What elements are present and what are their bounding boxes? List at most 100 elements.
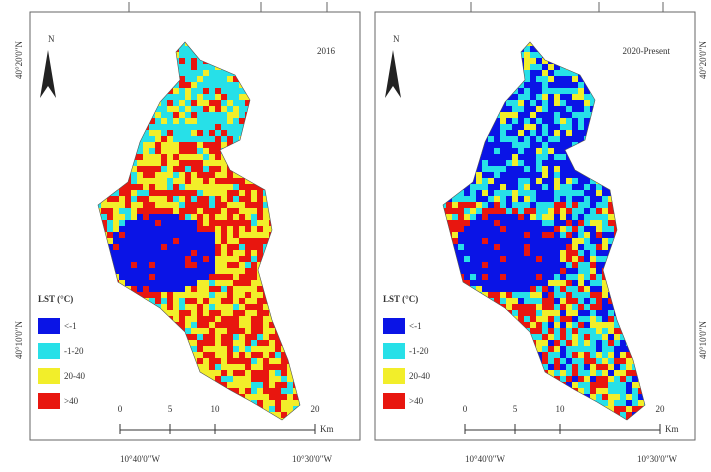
- lst-pixel: [524, 106, 530, 112]
- lst-pixel: [566, 364, 572, 370]
- legend-swatch: [38, 318, 60, 334]
- lst-pixel: [203, 334, 209, 340]
- lst-pixel: [131, 208, 137, 214]
- lst-pixel: [179, 52, 185, 58]
- lst-pixel: [524, 298, 530, 304]
- lst-pixel: [572, 334, 578, 340]
- lst-pixel: [590, 298, 596, 304]
- lst-pixel: [209, 298, 215, 304]
- lst-pixel: [185, 220, 191, 226]
- lst-pixel: [257, 310, 263, 316]
- lst-pixel: [602, 286, 608, 292]
- longitude-label: 10°30'0"W: [637, 454, 677, 464]
- lst-pixel: [518, 202, 524, 208]
- lst-pixel: [536, 220, 542, 226]
- lst-pixel: [275, 388, 281, 394]
- lst-pixel: [245, 346, 251, 352]
- lst-pixel: [530, 178, 536, 184]
- lst-pixel: [548, 262, 554, 268]
- lst-pixel: [536, 304, 542, 310]
- lst-pixel: [167, 130, 173, 136]
- lst-pixel: [257, 226, 263, 232]
- lst-pixel: [530, 208, 536, 214]
- lst-pixel: [203, 124, 209, 130]
- lst-pixel: [245, 214, 251, 220]
- lst-pixel: [155, 268, 161, 274]
- lst-pixel: [197, 346, 203, 352]
- lst-pixel: [167, 244, 173, 250]
- scale-unit: Km: [665, 424, 679, 434]
- panel-label: 2016: [317, 46, 336, 56]
- lst-pixel: [227, 364, 233, 370]
- lst-pixel: [560, 274, 566, 280]
- lst-pixel: [119, 226, 125, 232]
- lst-pixel: [275, 406, 281, 412]
- lst-pixel: [578, 376, 584, 382]
- lst-pixel: [251, 220, 257, 226]
- lst-pixel: [257, 382, 263, 388]
- lst-pixel: [518, 274, 524, 280]
- lst-pixel: [113, 196, 119, 202]
- lst-pixel: [506, 244, 512, 250]
- lst-pixel: [530, 250, 536, 256]
- lst-pixel: [143, 220, 149, 226]
- lst-pixel: [554, 94, 560, 100]
- lst-pixel: [536, 268, 542, 274]
- lst-pixel: [275, 400, 281, 406]
- lst-pixel: [542, 226, 548, 232]
- lst-pixel: [203, 154, 209, 160]
- north-label: N: [48, 34, 55, 44]
- lst-pixel: [572, 370, 578, 376]
- lst-pixel: [251, 226, 257, 232]
- lst-pixel: [197, 70, 203, 76]
- lst-pixel: [512, 154, 518, 160]
- lst-pixel: [482, 208, 488, 214]
- lst-pixel: [173, 196, 179, 202]
- lst-pixel: [233, 220, 239, 226]
- lst-pixel: [191, 226, 197, 232]
- lst-pixel: [602, 358, 608, 364]
- lst-pixel: [203, 136, 209, 142]
- lst-pixel: [251, 298, 257, 304]
- lst-pixel: [518, 178, 524, 184]
- lst-pixel: [626, 376, 632, 382]
- lst-pixel: [608, 382, 614, 388]
- lst-pixel: [608, 310, 614, 316]
- lst-pixel: [572, 226, 578, 232]
- lst-pixel: [578, 328, 584, 334]
- lst-pixel: [518, 118, 524, 124]
- lst-pixel: [233, 178, 239, 184]
- lst-pixel: [191, 118, 197, 124]
- lst-pixel: [233, 94, 239, 100]
- lst-pixel: [233, 334, 239, 340]
- lst-pixel: [245, 292, 251, 298]
- lst-pixel: [251, 364, 257, 370]
- lst-pixel: [530, 76, 536, 82]
- lst-pixel: [596, 196, 602, 202]
- lst-pixel: [596, 346, 602, 352]
- legend-label: -1-20: [409, 346, 429, 356]
- lst-pixel: [488, 208, 494, 214]
- lst-pixel: [215, 184, 221, 190]
- lst-pixel: [482, 280, 488, 286]
- lst-pixel: [530, 100, 536, 106]
- lst-pixel: [524, 226, 530, 232]
- lst-pixel: [125, 214, 131, 220]
- lst-pixel: [125, 268, 131, 274]
- lst-pixel: [578, 82, 584, 88]
- lst-pixel: [239, 352, 245, 358]
- lst-pixel: [584, 334, 590, 340]
- lst-pixel: [482, 274, 488, 280]
- lst-pixel: [548, 100, 554, 106]
- lst-pixel: [179, 184, 185, 190]
- lst-pixel: [602, 310, 608, 316]
- lst-pixel: [149, 142, 155, 148]
- lst-pixel: [287, 406, 293, 412]
- lst-pixel: [221, 352, 227, 358]
- lst-pixel: [452, 226, 458, 232]
- lst-pixel: [269, 328, 275, 334]
- lst-pixel: [227, 172, 233, 178]
- lst-pixel: [494, 220, 500, 226]
- lst-pixel: [620, 376, 626, 382]
- lst-pixel: [596, 202, 602, 208]
